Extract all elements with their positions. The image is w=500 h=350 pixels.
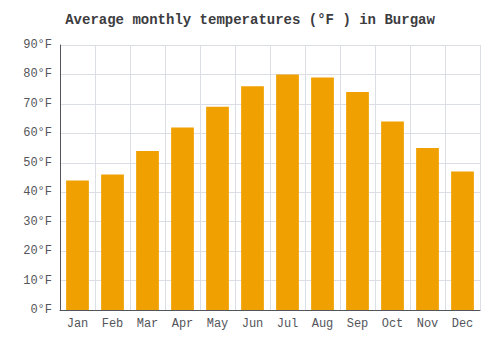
svg-text:0°F: 0°F (30, 303, 52, 317)
svg-text:80°F: 80°F (23, 67, 52, 81)
svg-text:Aug: Aug (312, 317, 334, 331)
svg-text:10°F: 10°F (23, 274, 52, 288)
svg-text:90°F: 90°F (23, 38, 52, 52)
svg-text:20°F: 20°F (23, 244, 52, 258)
svg-text:Jul: Jul (277, 317, 299, 331)
svg-text:Mar: Mar (137, 317, 159, 331)
svg-text:Jun: Jun (242, 317, 264, 331)
svg-text:Jan: Jan (67, 317, 89, 331)
svg-text:Sep: Sep (347, 317, 369, 331)
svg-text:70°F: 70°F (23, 97, 52, 111)
svg-text:Average monthly temperatures (: Average monthly temperatures (°F ) in Bu… (65, 12, 435, 28)
svg-text:40°F: 40°F (23, 185, 52, 199)
svg-text:May: May (207, 317, 229, 331)
svg-text:50°F: 50°F (23, 156, 52, 170)
svg-text:Dec: Dec (452, 317, 474, 331)
svg-text:60°F: 60°F (23, 126, 52, 140)
svg-text:Nov: Nov (417, 317, 439, 331)
svg-text:Apr: Apr (172, 317, 194, 331)
svg-text:Oct: Oct (382, 317, 404, 331)
svg-text:30°F: 30°F (23, 215, 52, 229)
svg-text:Feb: Feb (102, 317, 124, 331)
